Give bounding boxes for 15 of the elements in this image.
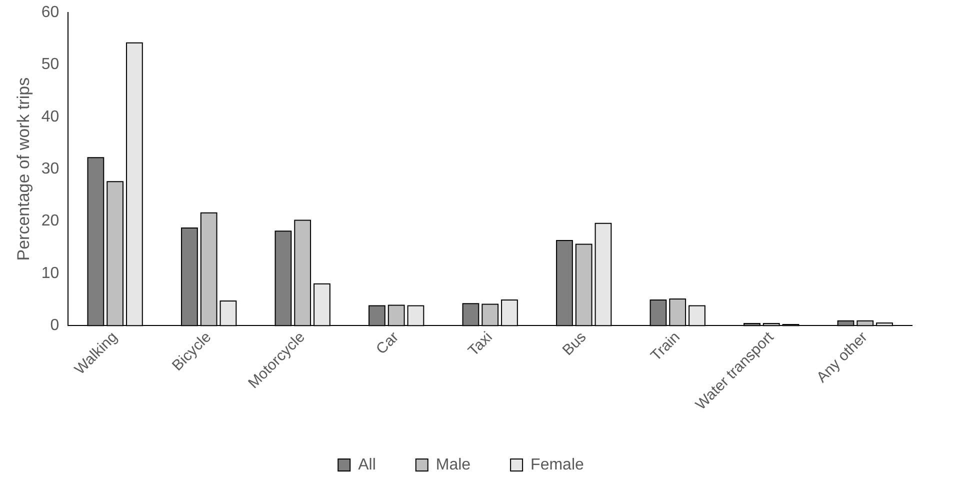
legend-label: Female bbox=[530, 456, 584, 474]
x-tick-label: Taxi bbox=[464, 328, 496, 360]
y-axis-title: Percentage of work trips bbox=[14, 77, 33, 261]
y-tick-label: 40 bbox=[41, 108, 60, 126]
x-tick-label: Car bbox=[372, 328, 402, 358]
legend-label: Male bbox=[436, 456, 471, 474]
y-tick-label: 60 bbox=[41, 4, 60, 22]
legend-label: All bbox=[358, 456, 376, 474]
y-tick-label: 0 bbox=[50, 316, 60, 334]
x-tick-label: Train bbox=[648, 328, 684, 364]
x-tick-label: Bus bbox=[559, 328, 590, 359]
y-tick-label: 50 bbox=[41, 56, 60, 74]
y-tick-label: 20 bbox=[41, 212, 60, 230]
y-tick-label: 30 bbox=[41, 160, 60, 178]
y-tick-label: 10 bbox=[41, 264, 60, 282]
